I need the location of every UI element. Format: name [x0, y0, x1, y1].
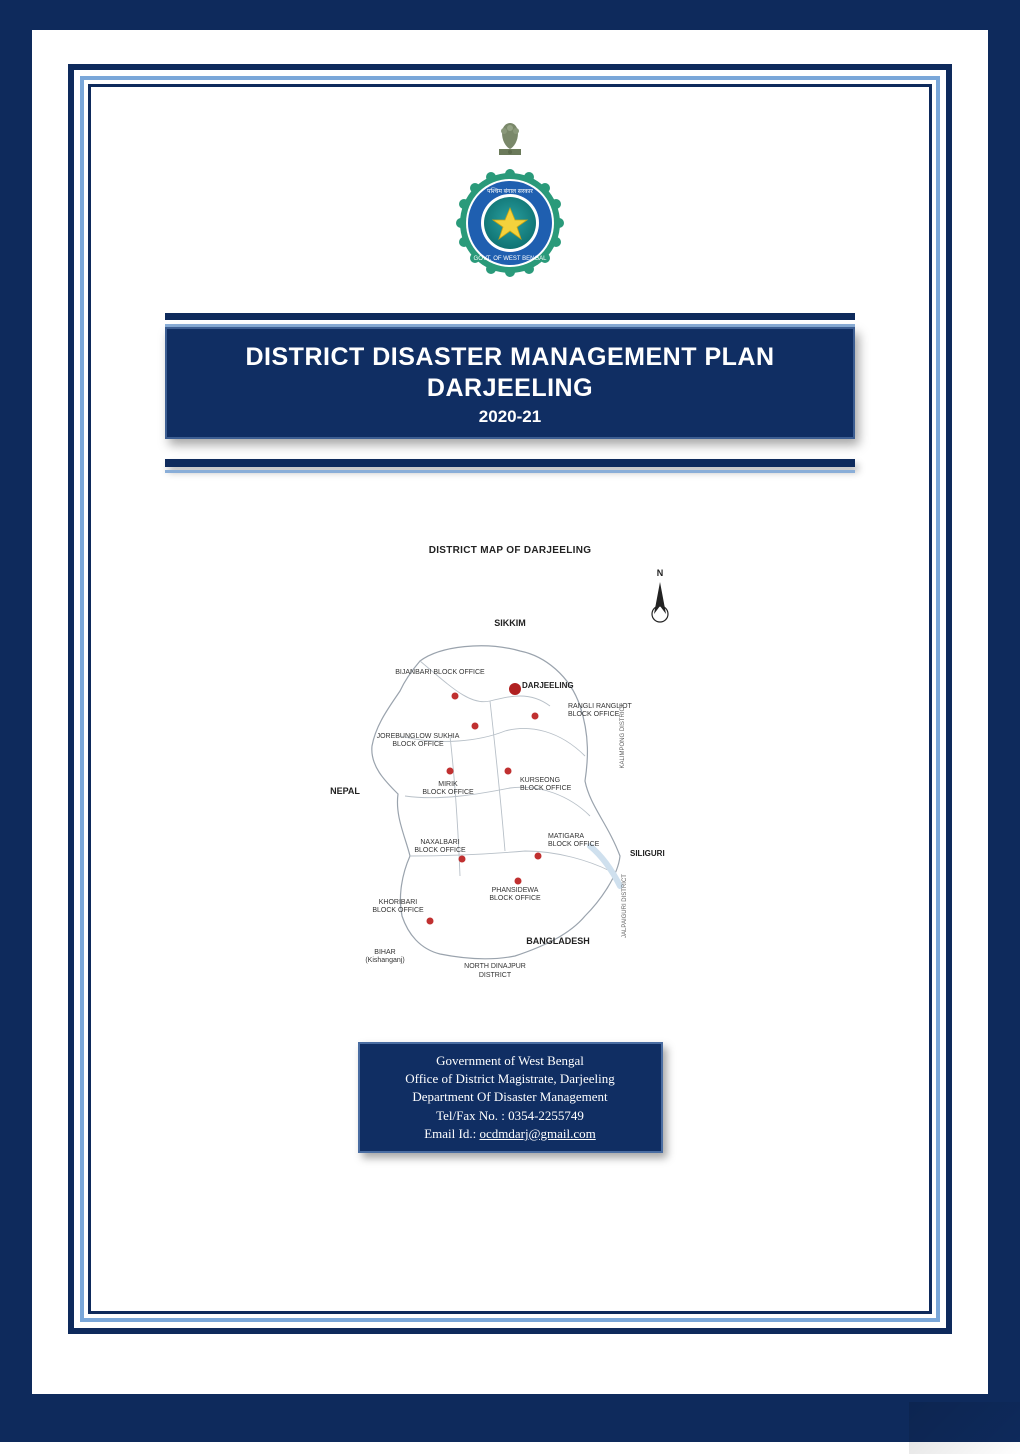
contact-l4: Tel/Fax No. : 0354-2255749	[370, 1107, 651, 1125]
contact-l5: Email Id.: ocdmdarj@gmail.com	[370, 1125, 651, 1143]
map-title: DISTRICT MAP OF DARJEELING	[290, 545, 730, 556]
neighbor-east-upper: KALIMPONG DISTRICT	[620, 703, 626, 768]
neighbor-sw-b: (Kishanganj)	[365, 957, 404, 964]
office-naxalbari-l1: NAXALBARI	[420, 839, 459, 846]
hq-marker	[509, 683, 521, 695]
neighbor-west: NEPAL	[330, 786, 360, 796]
office-bijanbari: BIJANBARI BLOCK OFFICE	[395, 669, 485, 676]
state-seal-icon: पश्चिम बंगाल सरकार GOVT. OF WEST BENGAL	[455, 168, 565, 283]
office-mirik-l2: BLOCK OFFICE	[422, 789, 474, 796]
page-background: पश्चिम बंगाल सरकार GOVT. OF WEST BENGAL …	[0, 0, 1020, 1442]
frame-inner: पश्चिम बंगाल सरकार GOVT. OF WEST BENGAL …	[88, 84, 932, 1314]
office-kurseong-l2: BLOCK OFFICE	[520, 785, 572, 792]
frame-mid: पश्चिम बंगाल सरकार GOVT. OF WEST BENGAL …	[80, 76, 940, 1322]
title-box: DISTRICT DISASTER MANAGEMENT PLAN DARJEE…	[165, 327, 855, 439]
contact-l1: Government of West Bengal	[370, 1052, 651, 1070]
district-map: DISTRICT MAP OF DARJEELING N	[290, 545, 730, 986]
contact-email-prefix: Email Id.:	[424, 1126, 479, 1141]
neighbor-north: SIKKIM	[494, 618, 526, 628]
office-matigara-l2: BLOCK OFFICE	[548, 841, 600, 848]
office-jorebunglow-l2: BLOCK OFFICE	[392, 741, 444, 748]
contact-box: Government of West Bengal Office of Dist…	[358, 1042, 663, 1153]
office-khoribari-l2: BLOCK OFFICE	[372, 907, 424, 914]
compass-label: N	[657, 568, 664, 578]
neighbor-siliguri: SILIGURI	[630, 849, 665, 858]
svg-text:GOVT. OF WEST BENGAL: GOVT. OF WEST BENGAL	[474, 256, 548, 262]
svg-text:पश्चिम बंगाल सरकार: पश्चिम बंगाल सरकार	[487, 187, 533, 195]
office-rangli-l2: BLOCK OFFICE	[568, 711, 620, 718]
contact-l3: Department Of Disaster Management	[370, 1088, 651, 1106]
hq-label: DARJEELING	[522, 681, 574, 690]
contact-email: ocdmdarj@gmail.com	[479, 1126, 595, 1141]
office-kurseong-l1: KURSEONG	[520, 777, 560, 784]
frame-outer: पश्चिम बंगाल सरकार GOVT. OF WEST BENGAL …	[68, 64, 952, 1334]
office-matigara-l1: MATIGARA	[548, 833, 584, 840]
page-white-panel: पश्चिम बंगाल सरकार GOVT. OF WEST BENGAL …	[32, 30, 988, 1394]
title-year: 2020-21	[177, 407, 843, 427]
map-svg: N	[290, 556, 730, 986]
emblem-block: पश्चिम बंगाल सरकार GOVT. OF WEST BENGAL	[111, 119, 909, 283]
neighbor-south: BANGLADESH	[526, 936, 590, 946]
office-phansidewa-l1: PHANSIDEWA	[492, 887, 539, 894]
title-under-rule-dark	[165, 459, 855, 467]
neighbor-south2a: NORTH DINAJPUR	[464, 963, 526, 970]
contact-l2: Office of District Magistrate, Darjeelin…	[370, 1070, 651, 1088]
office-naxalbari-l2: BLOCK OFFICE	[414, 847, 466, 854]
office-khoribari-l1: KHORIBARI	[379, 899, 418, 906]
title-top-rule: DISTRICT DISASTER MANAGEMENT PLAN DARJEE…	[165, 313, 855, 439]
neighbor-sw-a: BIHAR	[374, 949, 395, 956]
office-mirik-l1: MIRIK	[438, 781, 458, 788]
compass-icon: N	[652, 568, 668, 622]
title-under-rule-light	[165, 470, 855, 473]
title-top-rule-light: DISTRICT DISASTER MANAGEMENT PLAN DARJEE…	[165, 324, 855, 439]
national-emblem-icon	[493, 119, 527, 164]
office-phansidewa-l2: BLOCK OFFICE	[489, 895, 541, 902]
river	[590, 846, 620, 886]
neighbor-south2b: DISTRICT	[479, 972, 512, 979]
title-line-1: DISTRICT DISASTER MANAGEMENT PLAN	[177, 343, 843, 372]
title-line-2: DARJEELING	[177, 374, 843, 403]
office-jorebunglow-l1: JOREBUNGLOW SUKHIA	[377, 733, 460, 740]
corner-shadow	[909, 1402, 1020, 1454]
neighbor-east-lower: JALPAIGURI DISTRICT	[622, 874, 628, 938]
